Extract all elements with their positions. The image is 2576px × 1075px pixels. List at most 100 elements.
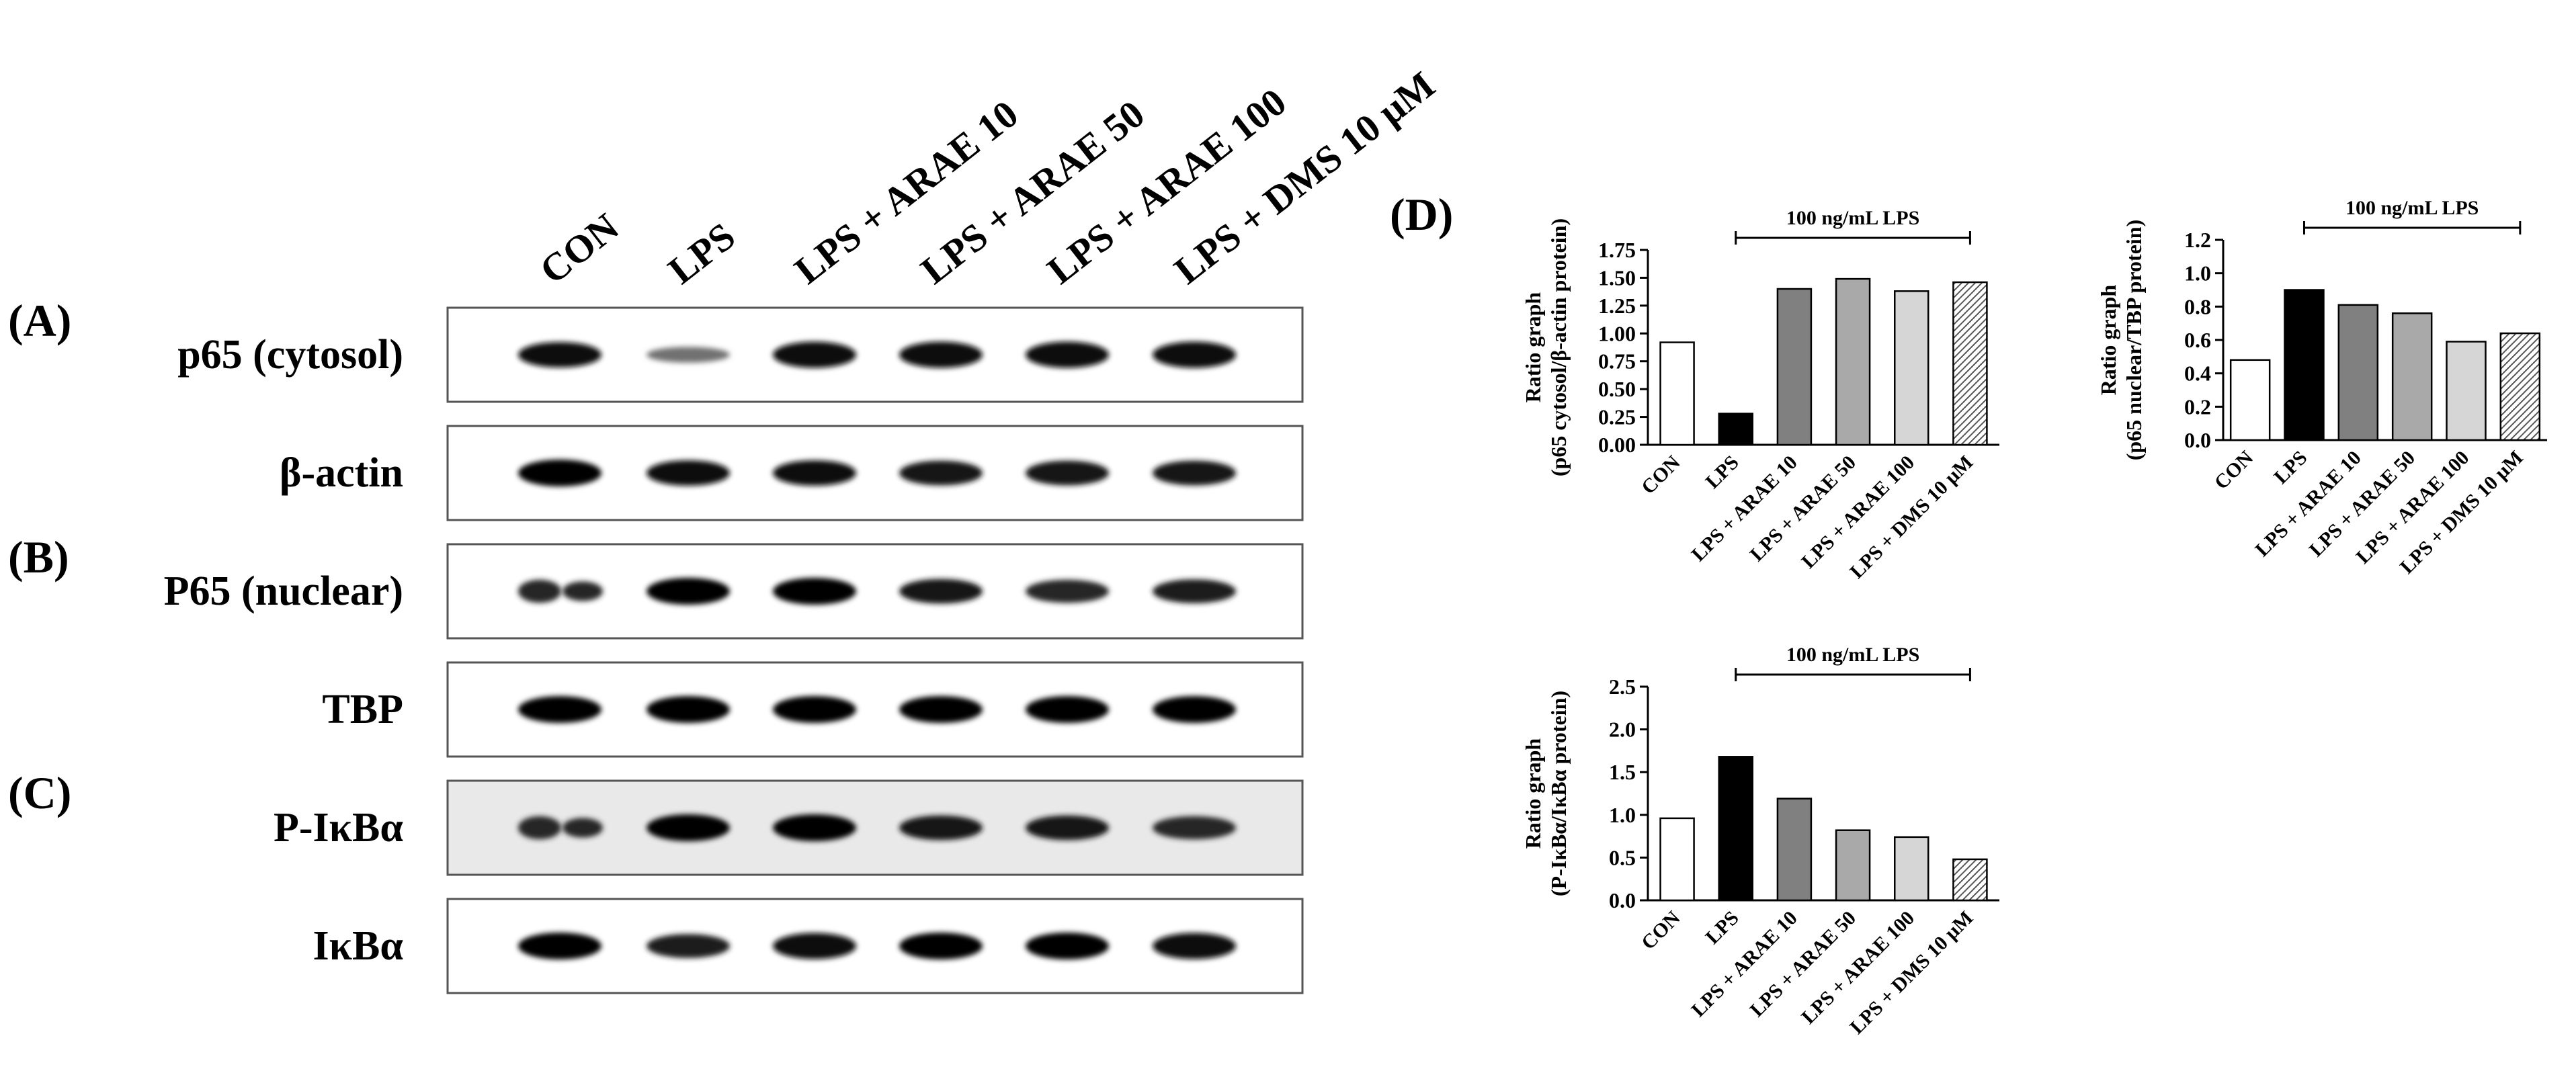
blot-band (899, 933, 983, 959)
blot-band (647, 814, 730, 841)
blot-band (899, 341, 983, 368)
blot-band (1153, 579, 1236, 603)
panel-tag: (D) (1390, 189, 1453, 240)
blot-row-label: P65 (nuclear) (164, 568, 403, 614)
y-tick-label: 0.00 (1598, 433, 1636, 457)
y-tick-label: 0.50 (1598, 377, 1636, 401)
bar (1952, 281, 1988, 446)
blot-row-label: P-IκBα (274, 805, 403, 851)
blot-band (1026, 815, 1109, 841)
western-blot: p65 (cytosol) β-actin P65 (nuclear) TBP P-Iκ… (164, 306, 1304, 994)
bar (1776, 798, 1813, 902)
blot-band (647, 460, 730, 486)
blot-band (899, 815, 983, 841)
bar (1894, 836, 1929, 902)
blot-row-label: TBP (322, 687, 403, 732)
y-tick-label: 2.0 (1609, 718, 1636, 742)
bar (2446, 341, 2487, 441)
blot-row-label: IκBα (313, 923, 403, 969)
y-tick-label: 1.2 (2184, 228, 2211, 252)
x-tick-label: LPS (1701, 452, 1743, 493)
blot-band (899, 460, 983, 486)
bar-chart: 0.00 0.25 0.50 0.75 1.00 1.25 1.50 1.75 Ratio gr… (1521, 207, 1999, 583)
blot-band (518, 816, 561, 840)
y-axis-label: (p65 nuclear/TBP protein) (2122, 220, 2146, 461)
blot-band (518, 696, 601, 723)
blot-band (1026, 341, 1109, 368)
bar-chart: 0.0 0.2 0.4 0.6 0.8 1.0 1.2 Ratio graph (p65 nuc… (2096, 197, 2547, 578)
bar-charts: 0.00 0.25 0.50 0.75 1.00 1.25 1.50 1.75 Ratio gr… (1521, 197, 2547, 1039)
y-tick-label: 0.4 (2184, 361, 2211, 386)
blot-band (1026, 933, 1109, 959)
bar (1894, 290, 1929, 446)
blot-band (647, 696, 730, 723)
blot-band (773, 696, 856, 723)
y-tick-label: 1.5 (1609, 760, 1636, 784)
blot-band (773, 933, 856, 959)
y-axis-label: (P-IκBα/IκBα protein) (1546, 691, 1571, 896)
y-tick-label: 1.0 (1609, 803, 1636, 827)
blot-band (647, 934, 730, 958)
x-tick-label: LPS + ARAE 50 (1746, 907, 1860, 1021)
bracket-label: 100 ng/mL LPS (1786, 644, 1919, 666)
y-tick-label: 1.50 (1598, 265, 1636, 290)
y-tick-label: 0.2 (2184, 394, 2211, 419)
blot-row-label: β-actin (280, 450, 403, 496)
y-tick-label: 1.75 (1598, 238, 1636, 262)
blot-band (1026, 696, 1109, 723)
y-tick-label: 0.5 (1609, 845, 1636, 869)
x-tick-label: LPS (2270, 447, 2311, 488)
blot-band (773, 341, 856, 368)
lane-label: LPS + ARAE 10 (786, 91, 1026, 292)
bar (1718, 413, 1753, 446)
y-tick-label: 0.25 (1598, 405, 1636, 429)
lane-label: LPS (660, 214, 743, 293)
blot-band (1153, 816, 1236, 840)
bar (2391, 312, 2433, 441)
blot-band (773, 460, 856, 486)
x-tick-label: CON (1637, 451, 1685, 499)
blot-band (1153, 696, 1236, 723)
y-tick-label: 1.0 (2184, 261, 2211, 286)
y-tick-label: 0.0 (2184, 428, 2211, 452)
blot-band (899, 696, 983, 723)
y-tick-label: 0.0 (1609, 888, 1636, 912)
bar (1659, 341, 1695, 446)
bar (1718, 756, 1753, 902)
blot-band (773, 814, 856, 841)
y-tick-label: 2.5 (1609, 675, 1636, 699)
blot-band (518, 579, 561, 603)
bar (1835, 277, 1871, 446)
x-tick-label: CON (1637, 906, 1685, 954)
bar (1952, 858, 1988, 902)
blot-band (563, 818, 603, 838)
blot-band (1026, 460, 1109, 486)
bar (2337, 304, 2379, 441)
blot-band (1153, 933, 1236, 959)
blot-band (563, 581, 603, 601)
y-tick-label: 0.8 (2184, 294, 2211, 318)
y-axis-label: Ratio graph (1521, 292, 1545, 403)
y-axis-label: (p65 cytosol/β-actin protein) (1546, 218, 1571, 476)
panel-tag: (C) (8, 767, 71, 818)
lane-label: LPS + ARAE 50 (913, 91, 1153, 292)
x-tick-label: LPS + ARAE 50 (1746, 452, 1860, 566)
blot-row-label: p65 (cytosol) (177, 332, 403, 378)
blot-band (773, 578, 856, 605)
bar-chart: 0.0 0.5 1.0 1.5 2.0 2.5 Ratio graph (P-IκBα/IκB… (1521, 644, 1999, 1039)
blot-band (518, 933, 601, 959)
y-tick-label: 1.25 (1598, 294, 1636, 318)
y-tick-label: 0.6 (2184, 328, 2211, 352)
bar (2499, 332, 2541, 441)
blot-band (647, 347, 730, 363)
x-tick-label: LPS (1701, 907, 1743, 949)
lane-label: LPS + ARAE 100 (1039, 80, 1294, 293)
blot-band (1026, 579, 1109, 603)
bar (2229, 359, 2271, 441)
bar (2284, 289, 2325, 441)
y-axis-label: Ratio graph (1521, 738, 1545, 849)
y-tick-label: 0.75 (1598, 349, 1636, 374)
blot-band (899, 578, 983, 604)
y-tick-label: 1.00 (1598, 321, 1636, 345)
